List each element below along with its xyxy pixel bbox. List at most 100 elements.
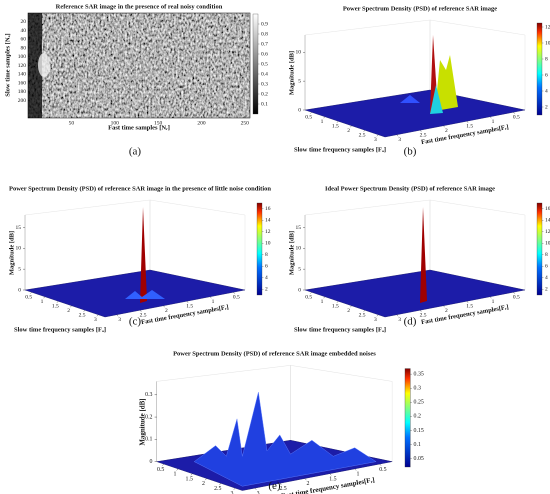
surface-floor (304, 89, 526, 138)
z-tick-label: 5 (18, 266, 21, 272)
fast-tick-label: 3 (398, 137, 401, 143)
x-tick-label: 50 (69, 120, 75, 126)
colorbar-tick-label: 6 (265, 264, 268, 270)
x-tick-label: 250 (241, 120, 250, 126)
fast-tick (163, 305, 165, 308)
colorbar-tick-label: 0.3 (414, 386, 421, 392)
fast-tick-label: 0.5 (513, 115, 520, 121)
fast-tick (116, 314, 119, 317)
slow-tick-label: 2.5 (214, 486, 221, 492)
fast-tick-label: 1 (492, 299, 495, 305)
fast-tick (329, 473, 332, 476)
fast-tick-label: 3 (118, 317, 121, 323)
sar-image (28, 13, 250, 118)
z-axis-label: Magnitude [dB] (138, 398, 146, 445)
slow-tick (336, 301, 339, 303)
y-tick-label: 140 (18, 72, 27, 78)
slow-tick (233, 487, 236, 490)
colorbar-tick-label: 0.1 (261, 101, 268, 107)
z-tick-label: 5 (298, 78, 301, 84)
z-tick-label: 0.1 (145, 437, 152, 443)
slow-tick (162, 463, 165, 466)
slow-axis-label: Slow time frequency samples [Fₐ] (294, 146, 386, 153)
panel-title: Power Spectrum Density (PSD) of referenc… (173, 350, 376, 357)
y-tick-label: 200 (18, 98, 27, 104)
y-tick-label: 80 (21, 45, 27, 51)
y-tick-label: 100 (18, 54, 27, 60)
fast-tick (304, 478, 307, 481)
colorbar-tick-label: 4 (545, 88, 548, 94)
fast-tick (279, 483, 282, 486)
y-tick-label: 40 (21, 28, 27, 34)
panel-a: Reference SAR image in the presence of r… (4, 3, 268, 157)
caption: (a) (129, 146, 142, 158)
slow-tick (323, 116, 326, 119)
surface-bump (400, 95, 420, 103)
colorbar-tick-label: 8 (265, 252, 268, 258)
fast-tick (489, 296, 492, 299)
slow-tick-label: 1 (173, 472, 176, 478)
colorbar-tick-label: 16 (265, 206, 271, 212)
slow-tick-label: 2 (347, 308, 350, 314)
y-tick-label: 20 (21, 19, 27, 25)
z-axis-label: Magnitude [dB] (288, 231, 295, 275)
slow-tick (219, 483, 222, 486)
z-tick-label: 10 (296, 50, 302, 56)
surface-ridge (430, 85, 443, 114)
fast-tick-label: 2 (165, 308, 168, 314)
slow-tick (96, 314, 99, 317)
surface-ridge (435, 55, 458, 111)
colorbar (252, 13, 259, 115)
slow-tick (376, 134, 379, 137)
slow-tick-label: 0.5 (157, 467, 164, 473)
colorbar-tick-label: 6 (545, 264, 548, 270)
colorbar (536, 202, 543, 296)
colorbar-tick-label: 12 (545, 229, 550, 235)
slow-axis-label: Slow time frequency samples [Fₐ] (14, 326, 106, 333)
fast-tick (443, 125, 445, 128)
surface-bump (125, 290, 165, 299)
slow-tick (310, 292, 312, 294)
x-axis-label: Fast time samples [Nᵣ] (108, 124, 170, 131)
slow-tick (376, 314, 379, 317)
fast-tick-label: 2.5 (279, 486, 286, 492)
fast-tick (466, 121, 469, 123)
fast-tick-label: 0.5 (513, 295, 520, 301)
y-tick-label: 160 (18, 80, 27, 86)
fast-tick-label: 3 (257, 491, 260, 494)
colorbar-tick-label: 8 (545, 252, 548, 258)
slow-tick (336, 121, 339, 123)
fast-tick-label: 0.5 (233, 295, 240, 301)
colorbar-tick-label: 8 (545, 56, 548, 62)
slow-tick (190, 473, 193, 476)
colorbar-tick-label: 0.6 (261, 51, 268, 57)
fast-tick-label: 2.5 (420, 133, 427, 139)
slow-tick-label: 1.5 (186, 476, 193, 482)
z-tick-label: 0.2 (145, 414, 152, 420)
slow-tick (323, 296, 326, 299)
slow-tick (83, 310, 86, 312)
colorbar-tick-label: 4 (545, 275, 548, 281)
fast-tick (466, 301, 469, 303)
fast-tick-label: 1 (212, 299, 215, 305)
slow-tick-label: 3 (374, 317, 377, 323)
panel-title: Power Spectrum Density (PSD) of referenc… (9, 185, 271, 192)
colorbar-tick-label: 10 (265, 241, 271, 247)
slow-tick (70, 305, 72, 308)
colorbar-tick-label: 0.3 (261, 81, 268, 87)
fast-tick (254, 487, 257, 490)
colorbar-tick-label: 14 (545, 218, 550, 224)
slow-tick (176, 468, 179, 471)
slow-tick (30, 292, 32, 294)
colorbar (536, 22, 543, 116)
slow-tick (204, 478, 207, 481)
slow-tick-label: 1.5 (332, 124, 339, 130)
caption: (b) (404, 146, 417, 158)
fast-tick (396, 134, 399, 137)
caption: (e) (268, 480, 281, 492)
fast-tick (186, 301, 189, 303)
colorbar-tick-label: 2 (545, 104, 548, 110)
fast-tick-label: 0.5 (379, 467, 386, 473)
